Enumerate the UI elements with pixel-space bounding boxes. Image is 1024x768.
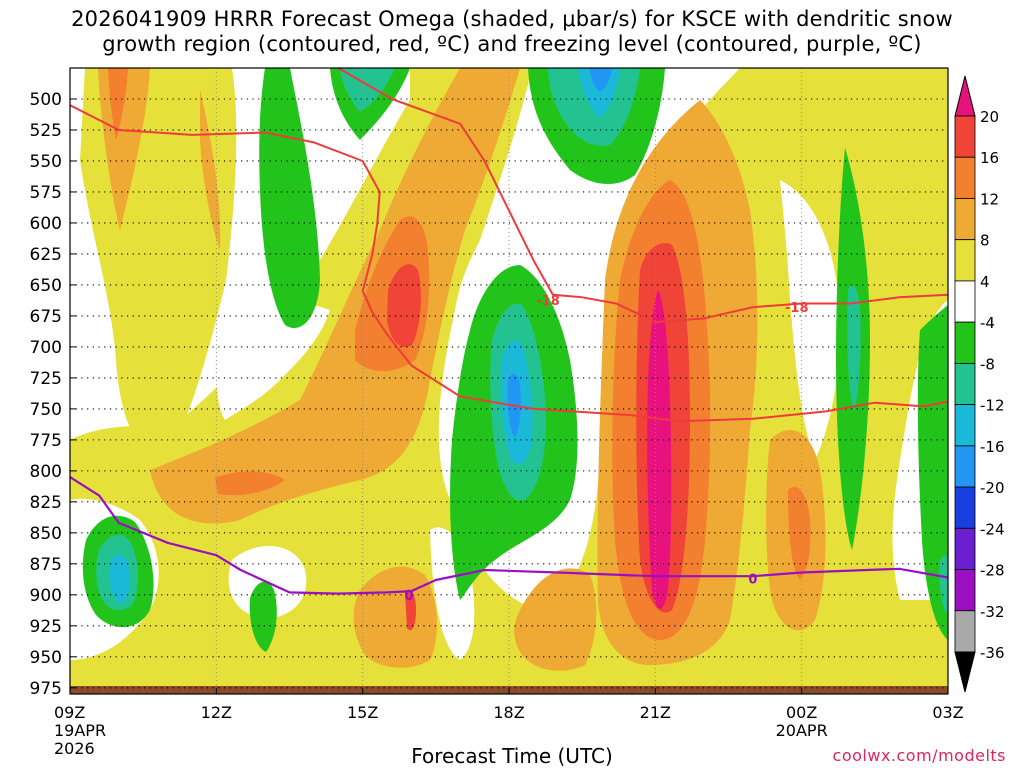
omega-neg-4-a	[259, 68, 320, 328]
y-tick-label-975: 975	[30, 679, 62, 699]
y-tick-label-500: 500	[30, 90, 62, 110]
x-tick-label-00Z: 00Z	[786, 703, 817, 722]
dgz-contour-cold	[337, 67, 949, 324]
x-tick-sublabel-19APR: 19APR	[54, 721, 106, 740]
omega-band-16-low	[405, 589, 416, 631]
x-tick-label-03Z: 03Z	[932, 703, 963, 722]
colorbar-bin-7	[954, 362, 976, 406]
colorbar: 20 16 12 8 4 -4 -8 -12 -16 -20 -24 -28 -32 -36	[954, 75, 1005, 693]
x-tick-sublabel-2026: 2026	[54, 739, 95, 758]
contour-label-0: 0	[748, 573, 757, 588]
colorbar-label--12: -12	[980, 397, 1005, 415]
y-tick-label-875: 875	[30, 555, 62, 575]
contour-label--18: -18	[785, 301, 809, 316]
grid-lines	[70, 68, 948, 694]
omega-band-8-low-b	[514, 568, 597, 671]
y-tick-label-700: 700	[30, 338, 62, 358]
y-tick-label-525: 525	[30, 121, 62, 141]
y-tick-label-775: 775	[30, 431, 62, 451]
colorbar-label-8: 8	[980, 232, 990, 250]
x-tick-label-12Z: 12Z	[201, 703, 232, 722]
x-tick-label-18Z: 18Z	[493, 703, 524, 722]
colorbar-label--4: -4	[980, 314, 995, 332]
colorbar-label--24: -24	[980, 520, 1005, 538]
y-tick-label-950: 950	[30, 648, 62, 668]
omega-band-8-early	[98, 68, 150, 230]
omega-neg-4-h	[249, 581, 277, 652]
x-axis-title: Forecast Time (UTC)	[411, 744, 613, 768]
y-tick-label-575: 575	[30, 183, 62, 203]
omega-neg-16-a	[590, 68, 612, 92]
y-tick-label-900: 900	[30, 586, 62, 606]
omega-neg-4-f	[917, 305, 948, 640]
colorbar-bin-13	[954, 610, 976, 653]
y-tick-label-750: 750	[30, 400, 62, 420]
colorbar-bin-9	[954, 445, 976, 488]
omega-neg-12-c	[109, 554, 130, 604]
omega-white-hole-6	[216, 295, 330, 420]
colorbar-bin-10	[954, 486, 976, 529]
colorbar-label-20: 20	[980, 108, 999, 126]
omega-neg-8-f	[939, 555, 948, 615]
colorbar-bin-5	[954, 280, 976, 323]
colorbar-bin-8	[954, 404, 976, 447]
omega-white-hole-5	[780, 180, 840, 460]
omega-band-20	[647, 290, 672, 609]
y-axis-ticks: 500 525 550 575 600 625 650 675 700 725 750 775 800 8…	[30, 90, 76, 699]
omega-band-8-early-b	[200, 90, 221, 250]
contour-lines: -18 -18 0 0	[69, 67, 949, 604]
x-tick-label-09Z: 09Z	[54, 703, 85, 722]
y-tick-label-850: 850	[30, 524, 62, 544]
y-tick-label-600: 600	[30, 214, 62, 234]
colorbar-label--36: -36	[980, 644, 1005, 662]
colorbar-label-4: 4	[980, 273, 990, 291]
y-tick-label-675: 675	[30, 307, 62, 327]
dgz-contour-warm	[69, 104, 949, 423]
colorbar-label-16: 16	[980, 149, 999, 167]
contour-label-0: 0	[404, 589, 413, 604]
colorbar-label--28: -28	[980, 562, 1005, 580]
colorbar-bin-1	[954, 115, 976, 158]
colorbar-bin-11	[954, 527, 976, 570]
colorbar-bottom-arrow	[954, 651, 976, 693]
omega-band-12-mid	[215, 471, 285, 496]
colorbar-bin-2	[954, 156, 976, 199]
colorbar-label-12: 12	[980, 190, 999, 208]
y-tick-label-625: 625	[30, 245, 62, 265]
omega-band-12-late	[788, 486, 811, 580]
colorbar-bin-3	[954, 198, 976, 241]
colorbar-label--20: -20	[980, 479, 1005, 497]
colorbar-bin-4	[954, 239, 976, 282]
y-tick-label-650: 650	[30, 276, 62, 296]
x-tick-label-15Z: 15Z	[347, 703, 378, 722]
colorbar-label--8: -8	[980, 355, 995, 373]
omega-neg-12-a	[578, 68, 620, 118]
chart-title-line-1: 2026041909 HRRR Forecast Omega (shaded, …	[71, 7, 953, 31]
y-tick-label-825: 825	[30, 493, 62, 513]
freezing-level-contour	[69, 476, 949, 595]
omega-band-12-early	[108, 68, 128, 140]
y-tick-label-925: 925	[30, 617, 62, 637]
x-tick-sublabel-20APR: 20APR	[776, 721, 828, 740]
y-tick-label-725: 725	[30, 369, 62, 389]
colorbar-label--16: -16	[980, 438, 1005, 456]
colorbar-top-arrow	[954, 75, 976, 117]
omega-neg-8-a	[340, 68, 395, 112]
colorbar-label--32: -32	[980, 603, 1005, 621]
chart-title-line-2: growth region (contoured, red, ºC) and f…	[102, 32, 922, 56]
colorbar-bin-6	[954, 321, 976, 364]
credit-link[interactable]: coolwx.com/modelts	[832, 746, 1006, 765]
contour-label--18: -18	[536, 294, 560, 309]
x-tick-label-21Z: 21Z	[640, 703, 671, 722]
y-tick-label-550: 550	[30, 152, 62, 172]
omega-band-8-main-a	[150, 68, 520, 524]
colorbar-bin-12	[954, 569, 976, 612]
y-tick-label-800: 800	[30, 462, 62, 482]
